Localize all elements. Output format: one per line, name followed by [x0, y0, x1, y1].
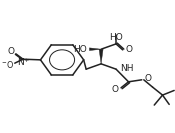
Text: O: O [125, 45, 132, 54]
Text: $^{-}$O: $^{-}$O [1, 59, 14, 70]
Polygon shape [99, 49, 103, 64]
Text: HO: HO [73, 45, 86, 54]
Text: O: O [144, 74, 151, 83]
Polygon shape [89, 48, 101, 51]
Text: HO: HO [109, 33, 123, 42]
Text: O: O [8, 47, 15, 56]
Text: NH: NH [120, 64, 133, 73]
Text: N$^{+}$: N$^{+}$ [17, 57, 31, 68]
Text: O: O [111, 85, 118, 94]
